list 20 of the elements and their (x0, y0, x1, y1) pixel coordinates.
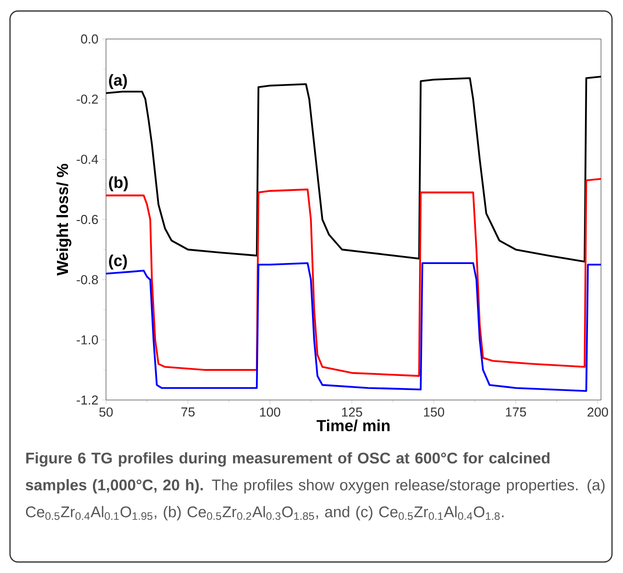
y-tick-label: -0.4 (76, 154, 98, 164)
series-label: (a) (109, 74, 127, 89)
x-tick-label: 175 (506, 408, 526, 417)
y-tick-label: -1.2 (76, 395, 98, 405)
x-tick-label: 75 (181, 408, 195, 417)
x-tick-label: 100 (260, 408, 280, 417)
x-tick-label: 50 (99, 408, 113, 417)
y-tick-label: -0.6 (76, 214, 98, 224)
series-label: (b) (109, 176, 128, 192)
text: Figure 6 TG profiles during measurement of OSC at 600°C for calcined samples (1,000°C, 20 h). The profiles show oxygen release/storage properties. (a) Ce$_{0.5}$Zr$_{0.4}$Al$_{0.1}$O$_{1.95}$, (b) Ce$_{0.5}$Zr$_{0.2}$Al$_{0.3}$O$_{1.85}$, and (c) Ce$_{0.5}$Zr$_{0.1}$Al$_{0.4}$O$_{1.8}$. (26, 452, 605, 520)
x-tick-label: 150 (424, 408, 444, 417)
y-axis-title: Weight loss/ % (56, 164, 72, 276)
series-label: (c) (109, 254, 127, 270)
y-tick-label: 0.0 (80, 34, 98, 44)
y-tick-label: -1.0 (76, 335, 98, 344)
x-tick-label: 200 (588, 408, 608, 417)
x-axis-title: Time/ min (316, 420, 390, 432)
y-tick-label: -0.8 (76, 275, 98, 284)
x-tick-label: 125 (342, 408, 362, 417)
y-tick-label: -0.2 (76, 94, 98, 104)
